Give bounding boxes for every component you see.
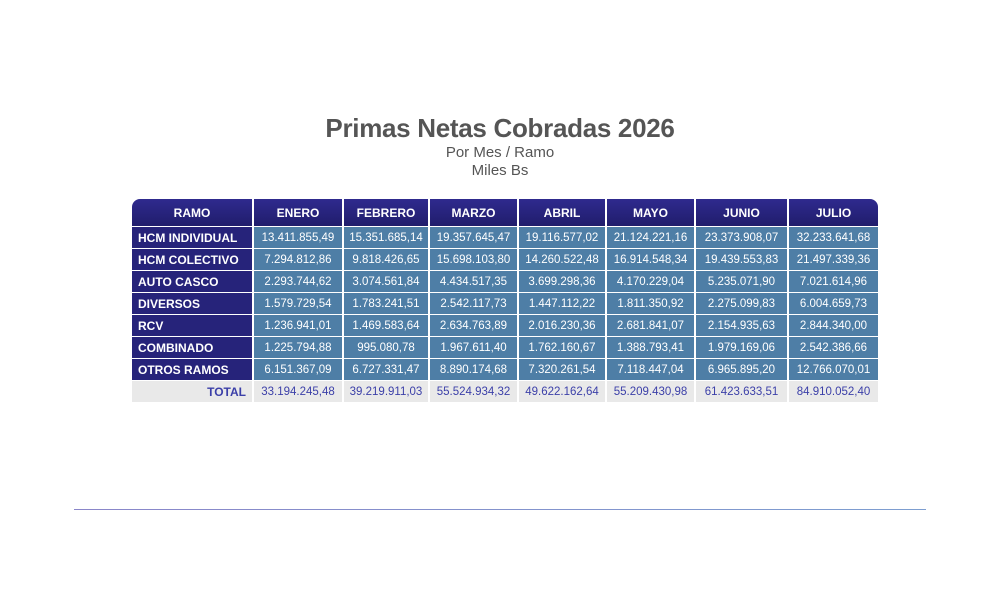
cell-value: 6.727.331,47	[344, 359, 430, 381]
row-label: RCV	[132, 315, 254, 337]
table-row: RCV 1.236.941,01 1.469.583,64 2.634.763,89 2…	[132, 315, 878, 337]
cell-value: 19.357.645,47	[430, 227, 519, 249]
cell-value: 13.411.855,49	[254, 227, 344, 249]
cell-value: 19.116.577,02	[519, 227, 607, 249]
cell-value: 1.447.112,22	[519, 293, 607, 315]
cell-value: 5.235.071,90	[696, 271, 789, 293]
cell-value: 2.016.230,36	[519, 315, 607, 337]
cell-value: 16.914.548,34	[607, 249, 696, 271]
header-junio: JUNIO	[696, 199, 789, 227]
cell-value: 4.434.517,35	[430, 271, 519, 293]
cell-value: 19.439.553,83	[696, 249, 789, 271]
cell-value: 12.766.070,01	[789, 359, 878, 381]
header-mayo: MAYO	[607, 199, 696, 227]
cell-value: 2.844.340,00	[789, 315, 878, 337]
cell-value: 1.579.729,54	[254, 293, 344, 315]
header-febrero: FEBRERO	[344, 199, 430, 227]
cell-value: 7.294.812,86	[254, 249, 344, 271]
cell-value: 2.542.386,66	[789, 337, 878, 359]
header-julio: JULIO	[789, 199, 878, 227]
cell-value: 49.622.162,64	[519, 381, 607, 402]
header-marzo: MARZO	[430, 199, 519, 227]
cell-value: 8.890.174,68	[430, 359, 519, 381]
table-row: HCM COLECTIVO 7.294.812,86 9.818.426,65 15.…	[132, 249, 878, 271]
cell-value: 21.497.339,36	[789, 249, 878, 271]
report-units: Miles Bs	[471, 162, 529, 179]
cell-value: 15.698.103,80	[430, 249, 519, 271]
cell-value: 21.124.221,16	[607, 227, 696, 249]
cell-value: 3.074.561,84	[344, 271, 430, 293]
table-row: COMBINADO 1.225.794,88 995.080,78 1.967.611…	[132, 337, 878, 359]
cell-value: 2.542.117,73	[430, 293, 519, 315]
report-heading: Primas Netas Cobradas 2026 Por Mes / Ram…	[0, 112, 1000, 180]
cell-value: 4.170.229,04	[607, 271, 696, 293]
cell-value: 6.151.367,09	[254, 359, 344, 381]
table-header-row: RAMO ENERO FEBRERO MARZO ABRIL MAYO JUNI…	[132, 199, 878, 227]
cell-value: 2.293.744,62	[254, 271, 344, 293]
cell-value: 1.979.169,06	[696, 337, 789, 359]
cell-value: 7.021.614,96	[789, 271, 878, 293]
cell-value: 84.910.052,40	[789, 381, 878, 402]
header-abril: ABRIL	[519, 199, 607, 227]
cell-value: 14.260.522,48	[519, 249, 607, 271]
cell-value: 6.965.895,20	[696, 359, 789, 381]
table-body: HCM INDIVIDUAL 13.411.855,49 15.351.685,14…	[132, 227, 878, 402]
cell-value: 61.423.633,51	[696, 381, 789, 402]
row-label: AUTO CASCO	[132, 271, 254, 293]
cell-value: 1.469.583,64	[344, 315, 430, 337]
cell-value: 55.524.934,32	[430, 381, 519, 402]
table-row: AUTO CASCO 2.293.744,62 3.074.561,84 4.434.…	[132, 271, 878, 293]
cell-value: 7.118.447,04	[607, 359, 696, 381]
cell-value: 23.373.908,07	[696, 227, 789, 249]
cell-value: 2.681.841,07	[607, 315, 696, 337]
report-subtitle: Por Mes / Ramo	[445, 144, 555, 161]
row-label: TOTAL	[132, 381, 254, 402]
cell-value: 995.080,78	[344, 337, 430, 359]
row-label: DIVERSOS	[132, 293, 254, 315]
cell-value: 55.209.430,98	[607, 381, 696, 402]
table-row: DIVERSOS 1.579.729,54 1.783.241,51 2.542.11…	[132, 293, 878, 315]
cell-value: 7.320.261,54	[519, 359, 607, 381]
total-row: TOTAL 33.194.245,48 39.219.911,03 55.524.93…	[132, 381, 878, 402]
cell-value: 1.388.793,41	[607, 337, 696, 359]
cell-value: 32.233.641,68	[789, 227, 878, 249]
cell-value: 1.811.350,92	[607, 293, 696, 315]
cell-value: 1.783.241,51	[344, 293, 430, 315]
cell-value: 1.762.160,67	[519, 337, 607, 359]
header-enero: ENERO	[254, 199, 344, 227]
footer-divider	[74, 509, 926, 510]
row-label: HCM COLECTIVO	[132, 249, 254, 271]
row-label: OTROS RAMOS	[132, 359, 254, 381]
cell-value: 1.236.941,01	[254, 315, 344, 337]
cell-value: 33.194.245,48	[254, 381, 344, 402]
report-title: Primas Netas Cobradas 2026	[325, 113, 675, 143]
row-label: COMBINADO	[132, 337, 254, 359]
cell-value: 1.967.611,40	[430, 337, 519, 359]
cell-value: 3.699.298,36	[519, 271, 607, 293]
cell-value: 15.351.685,14	[344, 227, 430, 249]
cell-value: 2.154.935,63	[696, 315, 789, 337]
header-ramo: RAMO	[132, 199, 254, 227]
cell-value: 2.634.763,89	[430, 315, 519, 337]
table-row: OTROS RAMOS 6.151.367,09 6.727.331,47 8.890…	[132, 359, 878, 381]
cell-value: 9.818.426,65	[344, 249, 430, 271]
cell-value: 2.275.099,83	[696, 293, 789, 315]
cell-value: 1.225.794,88	[254, 337, 344, 359]
table-row: HCM INDIVIDUAL 13.411.855,49 15.351.685,14…	[132, 227, 878, 249]
cell-value: 6.004.659,73	[789, 293, 878, 315]
premiums-table: RAMO ENERO FEBRERO MARZO ABRIL MAYO JUNI…	[132, 199, 878, 402]
row-label: HCM INDIVIDUAL	[132, 227, 254, 249]
cell-value: 39.219.911,03	[344, 381, 430, 402]
